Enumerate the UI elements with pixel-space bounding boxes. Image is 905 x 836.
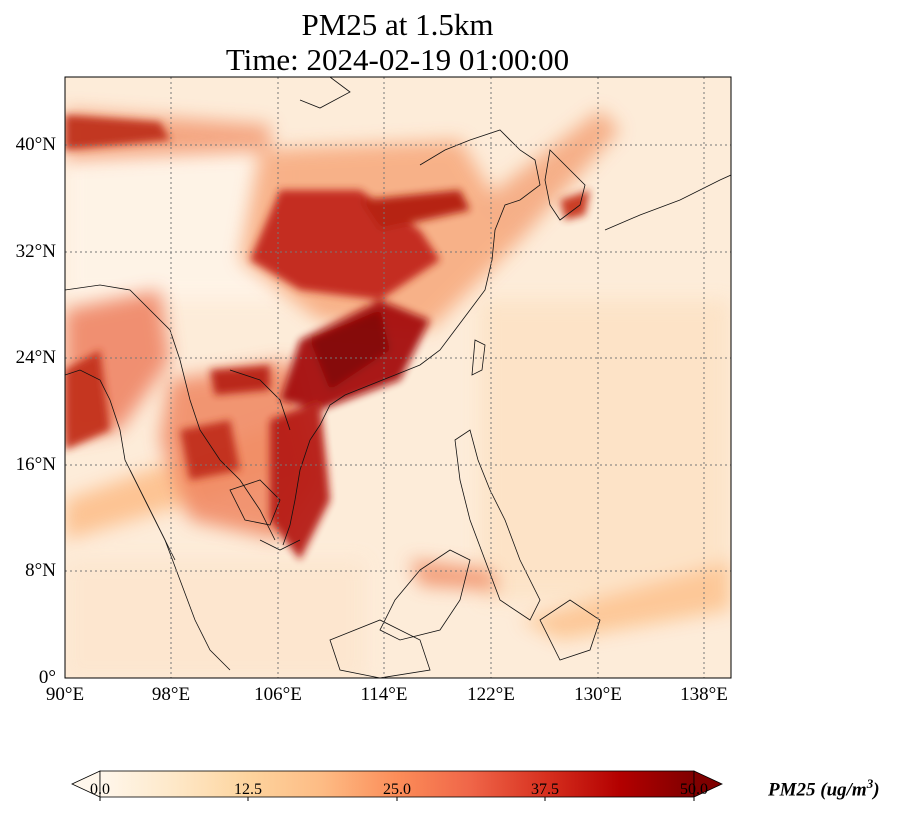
lon-tick-label: 130°E — [574, 684, 622, 705]
colorbar — [71, 770, 723, 801]
colorbar-label-close: ) — [873, 779, 880, 801]
colorbar-extend-max — [693, 770, 723, 798]
lon-tick-label: 122°E — [467, 684, 515, 705]
colorbar-tick-label: 25.0 — [383, 781, 411, 798]
colorbar-tick-label: 37.5 — [531, 781, 559, 798]
colorbar-label: PM25 (ug/m3) — [768, 776, 880, 801]
graticule — [65, 77, 731, 678]
coastlines — [65, 77, 731, 678]
lon-tick-label: 114°E — [360, 684, 408, 705]
map-title-line1: PM25 at 1.5km — [301, 7, 494, 42]
colorbar-label-exponent: 3 — [866, 776, 874, 791]
lat-tick-label: 32°N — [15, 241, 56, 262]
colorbar-tick-label: 12.5 — [234, 781, 262, 798]
map-title-line2: Time: 2024-02-19 01:00:00 — [225, 42, 570, 77]
lon-tick-label: 138°E — [680, 684, 728, 705]
lat-tick-label: 16°N — [15, 454, 56, 475]
colorbar-label-text: PM25 (ug/m — [768, 779, 867, 801]
lat-tick-label: 24°N — [15, 347, 56, 368]
lat-tick-label: 8°N — [25, 560, 56, 581]
lon-tick-label: 90°E — [45, 684, 85, 705]
colorbar-tick-label: 0.0 — [90, 781, 110, 798]
lon-tick-label: 98°E — [151, 684, 191, 705]
map-frame — [64, 76, 732, 679]
lon-tick-label: 106°E — [254, 684, 302, 705]
colorbar-tick-label: 50.0 — [680, 781, 708, 798]
pm25-field — [65, 77, 731, 678]
lat-tick-label: 40°N — [15, 134, 56, 155]
lat-tick-label: 0° — [38, 667, 56, 688]
